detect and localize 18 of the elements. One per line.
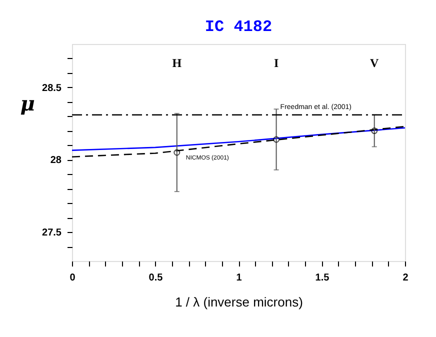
y-tick-label: 28 bbox=[50, 155, 62, 166]
annotation: I bbox=[274, 56, 279, 70]
x-tick-label: 2 bbox=[402, 272, 409, 284]
x-axis-title: 1 / λ (inverse microns) bbox=[175, 294, 303, 310]
line-series bbox=[72, 127, 405, 151]
x-tick-label: 0.5 bbox=[148, 272, 164, 284]
y-axis-title: μ bbox=[20, 92, 35, 116]
chart-title: IC 4182 bbox=[204, 18, 272, 36]
annotation: V bbox=[370, 56, 380, 70]
x-tick-label: 1 bbox=[236, 272, 242, 284]
y-tick-label: 28.5 bbox=[42, 82, 62, 94]
point bbox=[273, 136, 280, 143]
x-tick-label: 0 bbox=[70, 272, 76, 284]
y-tick-label: 27.5 bbox=[42, 228, 62, 239]
annotation: H bbox=[172, 56, 182, 70]
x-tick-label: 1.5 bbox=[315, 272, 330, 284]
point bbox=[371, 128, 378, 134]
point bbox=[174, 149, 180, 156]
